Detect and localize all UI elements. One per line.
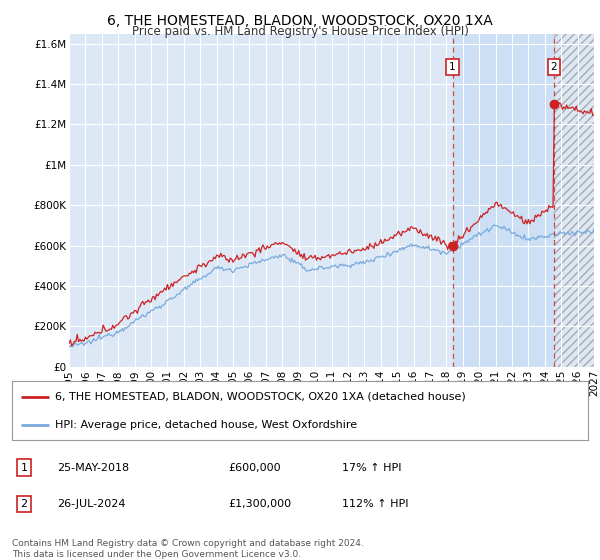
Bar	[554, 34, 594, 367]
Text: HPI: Average price, detached house, West Oxfordshire: HPI: Average price, detached house, West…	[55, 420, 358, 430]
Text: 1: 1	[449, 62, 456, 72]
Bar	[554, 34, 594, 367]
Text: 2: 2	[551, 62, 557, 72]
Text: 2: 2	[20, 499, 28, 509]
Text: 6, THE HOMESTEAD, BLADON, WOODSTOCK, OX20 1XA: 6, THE HOMESTEAD, BLADON, WOODSTOCK, OX2…	[107, 14, 493, 28]
Text: 26-JUL-2024: 26-JUL-2024	[57, 499, 125, 509]
Text: Price paid vs. HM Land Registry's House Price Index (HPI): Price paid vs. HM Land Registry's House …	[131, 25, 469, 38]
Bar	[452, 34, 554, 367]
Text: 6, THE HOMESTEAD, BLADON, WOODSTOCK, OX20 1XA (detached house): 6, THE HOMESTEAD, BLADON, WOODSTOCK, OX2…	[55, 391, 466, 402]
Text: 112% ↑ HPI: 112% ↑ HPI	[342, 499, 409, 509]
Text: £600,000: £600,000	[228, 463, 281, 473]
Text: 1: 1	[20, 463, 28, 473]
Text: 25-MAY-2018: 25-MAY-2018	[57, 463, 129, 473]
Text: Contains HM Land Registry data © Crown copyright and database right 2024.
This d: Contains HM Land Registry data © Crown c…	[12, 539, 364, 559]
Text: £1,300,000: £1,300,000	[228, 499, 291, 509]
Text: 17% ↑ HPI: 17% ↑ HPI	[342, 463, 401, 473]
